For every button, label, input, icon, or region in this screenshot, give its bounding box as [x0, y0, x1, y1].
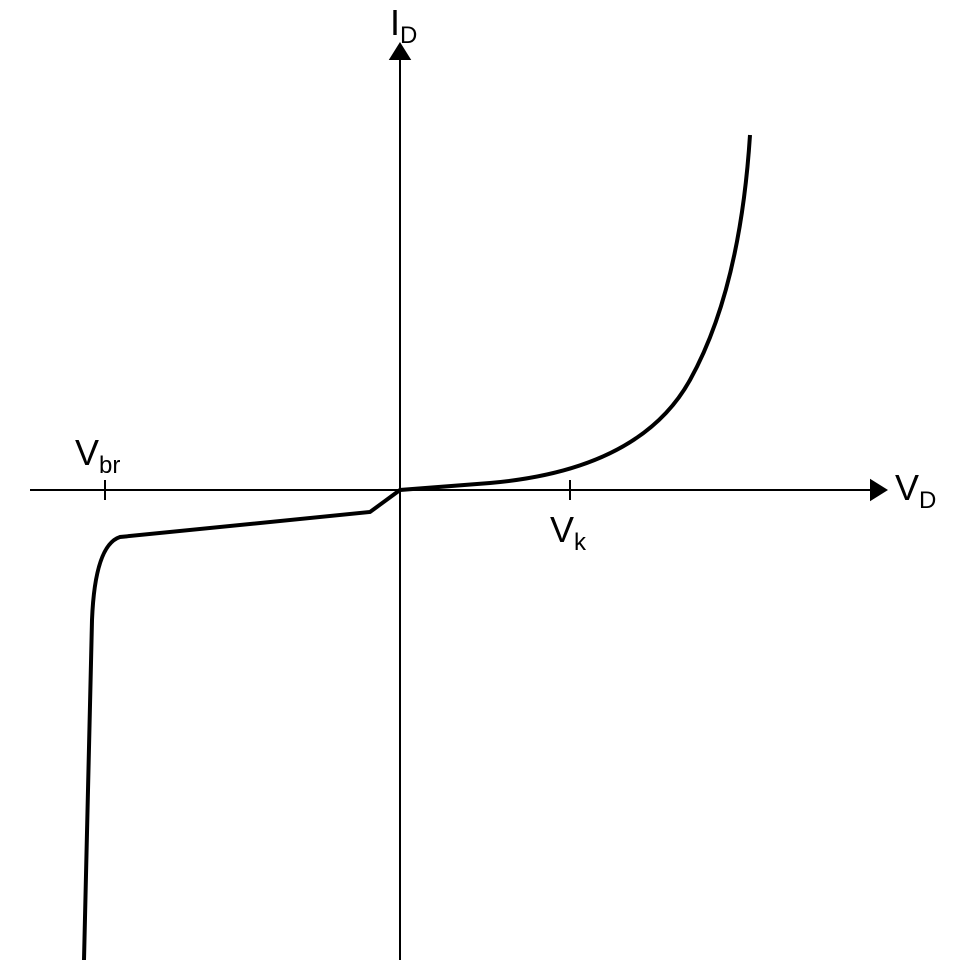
iv-curve — [84, 135, 750, 960]
x-axis-label: VD — [895, 467, 936, 514]
diode-iv-diagram: ID VD Vbr Vk — [0, 0, 971, 979]
vbr-label: Vbr — [75, 432, 120, 479]
vk-label: Vk — [550, 509, 587, 556]
x-axis-arrowhead-icon — [870, 479, 888, 502]
y-axis-label: ID — [390, 2, 417, 49]
